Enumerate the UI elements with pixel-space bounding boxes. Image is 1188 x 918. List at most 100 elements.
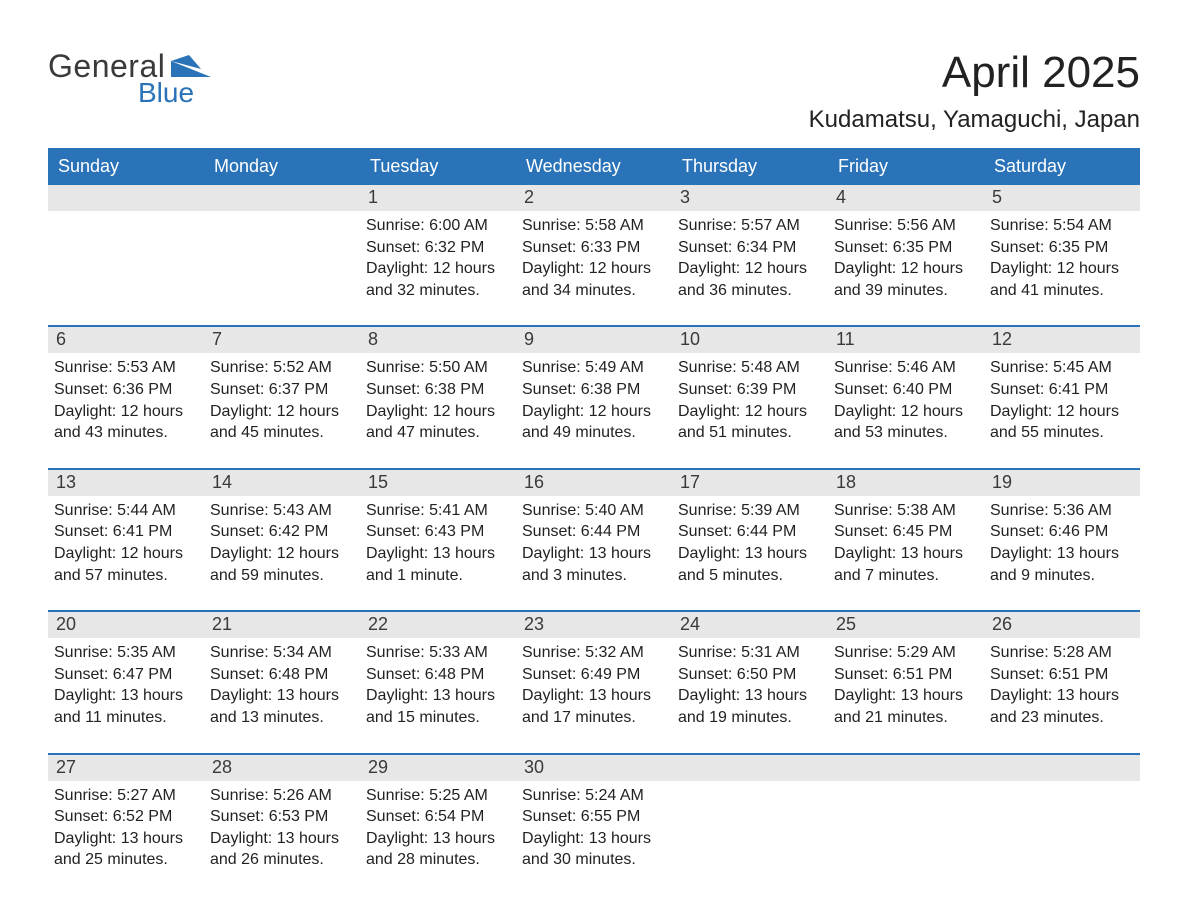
day-number: 30 [516, 755, 672, 781]
calendar-week: 27282930Sunrise: 5:27 AMSunset: 6:52 PMD… [48, 753, 1140, 885]
dow-thursday: Thursday [672, 148, 828, 185]
sunrise-text: Sunrise: 5:28 AM [990, 642, 1132, 664]
day-cell: Sunrise: 5:41 AMSunset: 6:43 PMDaylight:… [360, 496, 516, 600]
day-number: 17 [672, 470, 828, 496]
daynum-row: 13141516171819 [48, 470, 1140, 496]
daylight1-text: Daylight: 12 hours [54, 401, 196, 423]
daylight2-text: and 41 minutes. [990, 280, 1132, 302]
day-cell: Sunrise: 5:24 AMSunset: 6:55 PMDaylight:… [516, 781, 672, 885]
sunset-text: Sunset: 6:37 PM [210, 379, 352, 401]
day-number [984, 755, 1140, 781]
daylight2-text: and 30 minutes. [522, 849, 664, 871]
daynum-row: 27282930 [48, 755, 1140, 781]
daylight1-text: Daylight: 13 hours [834, 685, 976, 707]
day-cell: Sunrise: 5:39 AMSunset: 6:44 PMDaylight:… [672, 496, 828, 600]
sunrise-text: Sunrise: 5:32 AM [522, 642, 664, 664]
dow-monday: Monday [204, 148, 360, 185]
sunset-text: Sunset: 6:54 PM [366, 806, 508, 828]
day-cell: Sunrise: 5:50 AMSunset: 6:38 PMDaylight:… [360, 353, 516, 457]
daylight1-text: Daylight: 12 hours [366, 401, 508, 423]
day-cell: Sunrise: 5:36 AMSunset: 6:46 PMDaylight:… [984, 496, 1140, 600]
daylight1-text: Daylight: 12 hours [678, 401, 820, 423]
day-number: 21 [204, 612, 360, 638]
day-cell: Sunrise: 5:40 AMSunset: 6:44 PMDaylight:… [516, 496, 672, 600]
daylight2-text: and 36 minutes. [678, 280, 820, 302]
day-cell: Sunrise: 5:27 AMSunset: 6:52 PMDaylight:… [48, 781, 204, 885]
daylight2-text: and 3 minutes. [522, 565, 664, 587]
daylight2-text: and 1 minute. [366, 565, 508, 587]
sunrise-text: Sunrise: 5:56 AM [834, 215, 976, 237]
daylight2-text: and 59 minutes. [210, 565, 352, 587]
day-cell: Sunrise: 5:54 AMSunset: 6:35 PMDaylight:… [984, 211, 1140, 315]
day-number: 2 [516, 185, 672, 211]
day-cell: Sunrise: 5:44 AMSunset: 6:41 PMDaylight:… [48, 496, 204, 600]
daylight2-text: and 49 minutes. [522, 422, 664, 444]
calendar-week: 13141516171819Sunrise: 5:44 AMSunset: 6:… [48, 468, 1140, 600]
sunrise-text: Sunrise: 5:54 AM [990, 215, 1132, 237]
sunset-text: Sunset: 6:33 PM [522, 237, 664, 259]
sunset-text: Sunset: 6:39 PM [678, 379, 820, 401]
sunrise-text: Sunrise: 5:41 AM [366, 500, 508, 522]
daylight1-text: Daylight: 13 hours [210, 828, 352, 850]
calendar-week: 6789101112Sunrise: 5:53 AMSunset: 6:36 P… [48, 325, 1140, 457]
day-cell: Sunrise: 5:49 AMSunset: 6:38 PMDaylight:… [516, 353, 672, 457]
sunrise-text: Sunrise: 5:36 AM [990, 500, 1132, 522]
day-number: 6 [48, 327, 204, 353]
day-cell: Sunrise: 5:34 AMSunset: 6:48 PMDaylight:… [204, 638, 360, 742]
sunset-text: Sunset: 6:42 PM [210, 521, 352, 543]
daylight1-text: Daylight: 13 hours [522, 685, 664, 707]
day-cell: Sunrise: 5:52 AMSunset: 6:37 PMDaylight:… [204, 353, 360, 457]
sunset-text: Sunset: 6:48 PM [210, 664, 352, 686]
daylight1-text: Daylight: 12 hours [522, 258, 664, 280]
day-cell: Sunrise: 6:00 AMSunset: 6:32 PMDaylight:… [360, 211, 516, 315]
day-cell: Sunrise: 5:48 AMSunset: 6:39 PMDaylight:… [672, 353, 828, 457]
sunset-text: Sunset: 6:52 PM [54, 806, 196, 828]
sunrise-text: Sunrise: 5:44 AM [54, 500, 196, 522]
day-cell: Sunrise: 5:45 AMSunset: 6:41 PMDaylight:… [984, 353, 1140, 457]
sunrise-text: Sunrise: 5:53 AM [54, 357, 196, 379]
header: General Blue April 2025 Kudamatsu, Yamag… [48, 48, 1140, 134]
dow-sunday: Sunday [48, 148, 204, 185]
day-number: 20 [48, 612, 204, 638]
day-number [204, 185, 360, 211]
day-number: 4 [828, 185, 984, 211]
sunrise-text: Sunrise: 5:26 AM [210, 785, 352, 807]
daylight2-text: and 7 minutes. [834, 565, 976, 587]
daylight2-text: and 5 minutes. [678, 565, 820, 587]
sunrise-text: Sunrise: 5:52 AM [210, 357, 352, 379]
day-cell: Sunrise: 5:26 AMSunset: 6:53 PMDaylight:… [204, 781, 360, 885]
day-cell: Sunrise: 5:32 AMSunset: 6:49 PMDaylight:… [516, 638, 672, 742]
day-cell: Sunrise: 5:35 AMSunset: 6:47 PMDaylight:… [48, 638, 204, 742]
daylight1-text: Daylight: 13 hours [54, 685, 196, 707]
daylight1-text: Daylight: 13 hours [54, 828, 196, 850]
daylight2-text: and 9 minutes. [990, 565, 1132, 587]
day-number: 23 [516, 612, 672, 638]
day-number: 16 [516, 470, 672, 496]
sunrise-text: Sunrise: 5:25 AM [366, 785, 508, 807]
day-cell: Sunrise: 5:28 AMSunset: 6:51 PMDaylight:… [984, 638, 1140, 742]
sunset-text: Sunset: 6:35 PM [990, 237, 1132, 259]
sunrise-text: Sunrise: 5:57 AM [678, 215, 820, 237]
sunset-text: Sunset: 6:41 PM [54, 521, 196, 543]
sunrise-text: Sunrise: 5:48 AM [678, 357, 820, 379]
day-cell [828, 781, 984, 885]
day-number: 7 [204, 327, 360, 353]
day-number: 3 [672, 185, 828, 211]
day-cell: Sunrise: 5:57 AMSunset: 6:34 PMDaylight:… [672, 211, 828, 315]
daylight1-text: Daylight: 12 hours [522, 401, 664, 423]
sunset-text: Sunset: 6:48 PM [366, 664, 508, 686]
daylight2-text: and 11 minutes. [54, 707, 196, 729]
day-cell: Sunrise: 5:43 AMSunset: 6:42 PMDaylight:… [204, 496, 360, 600]
daylight2-text: and 21 minutes. [834, 707, 976, 729]
sunrise-text: Sunrise: 5:46 AM [834, 357, 976, 379]
daynum-row: 6789101112 [48, 327, 1140, 353]
title-block: April 2025 Kudamatsu, Yamaguchi, Japan [809, 48, 1140, 134]
day-cell: Sunrise: 5:38 AMSunset: 6:45 PMDaylight:… [828, 496, 984, 600]
day-number [48, 185, 204, 211]
sunset-text: Sunset: 6:38 PM [366, 379, 508, 401]
day-number: 22 [360, 612, 516, 638]
daylight2-text: and 25 minutes. [54, 849, 196, 871]
day-cell: Sunrise: 5:31 AMSunset: 6:50 PMDaylight:… [672, 638, 828, 742]
sunset-text: Sunset: 6:32 PM [366, 237, 508, 259]
daylight1-text: Daylight: 12 hours [990, 258, 1132, 280]
